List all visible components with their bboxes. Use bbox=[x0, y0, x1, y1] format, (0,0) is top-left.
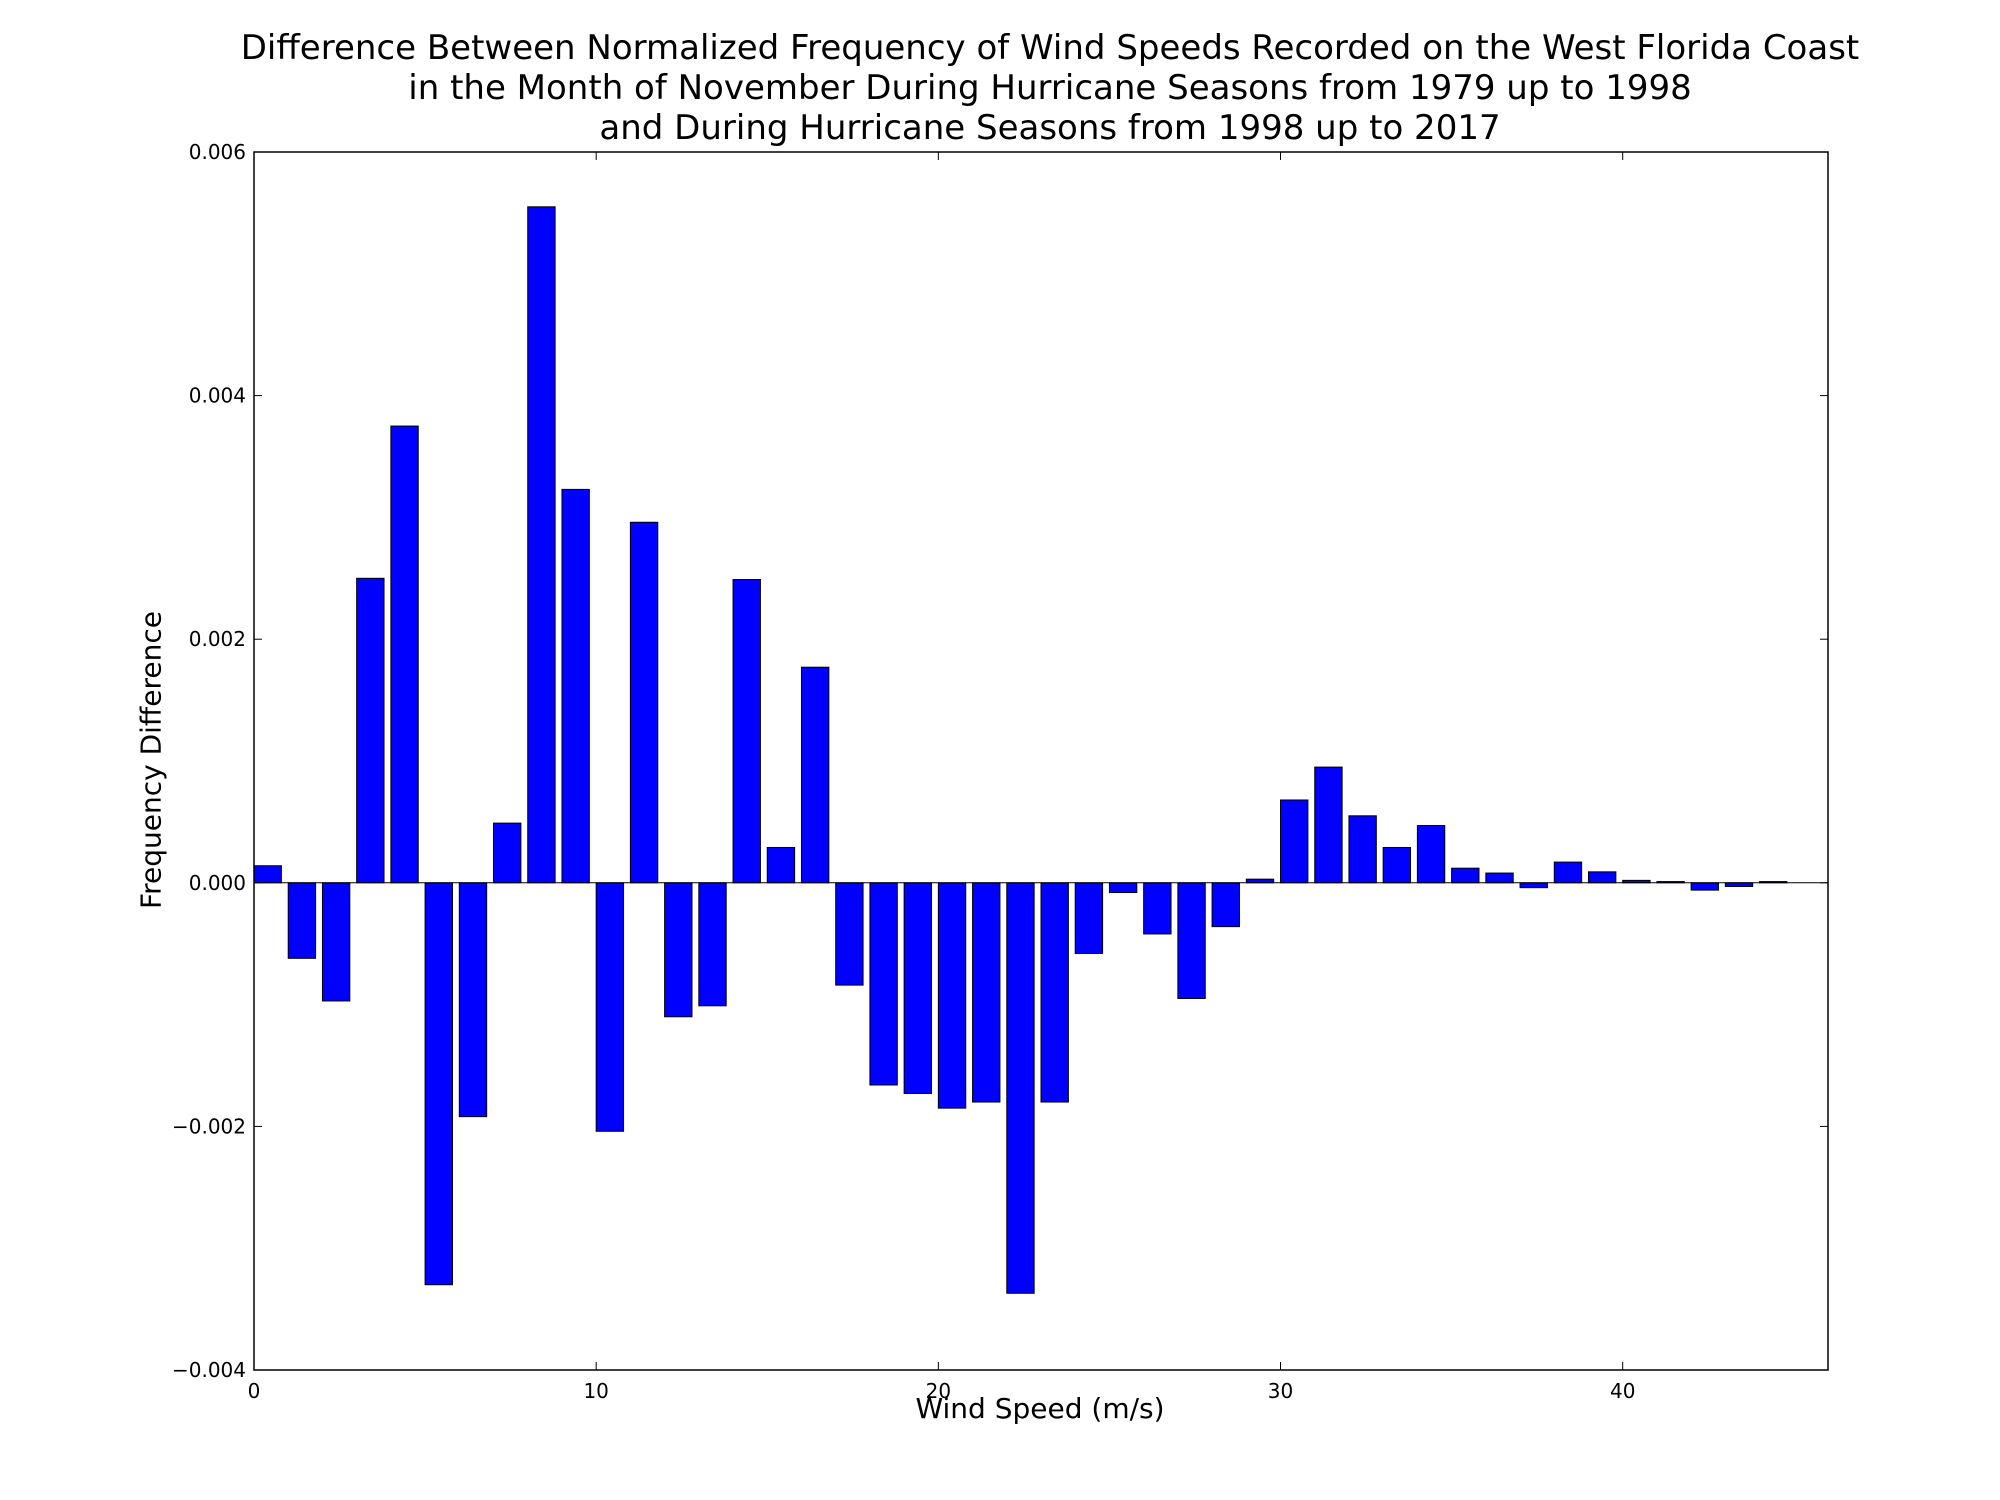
bar bbox=[458, 882, 488, 1118]
y-tick-label: 0.002 bbox=[189, 627, 246, 651]
bar bbox=[972, 882, 1001, 1103]
bar bbox=[390, 425, 419, 884]
bar bbox=[561, 488, 590, 884]
y-tick-label: −0.004 bbox=[172, 1358, 246, 1382]
bar bbox=[835, 882, 864, 986]
bar bbox=[766, 846, 796, 884]
bar bbox=[1382, 846, 1412, 884]
bar bbox=[869, 882, 898, 1086]
bar bbox=[937, 882, 967, 1109]
x-tick-label: 0 bbox=[248, 1379, 261, 1403]
bar bbox=[1348, 815, 1377, 884]
chart-title-line-1: Difference Between Normalized Frequency … bbox=[240, 28, 1860, 68]
x-tick-label: 40 bbox=[1610, 1379, 1635, 1403]
bar bbox=[903, 882, 933, 1095]
bar bbox=[1143, 882, 1172, 935]
bar bbox=[1587, 871, 1617, 884]
bar bbox=[1040, 882, 1069, 1103]
chart-title-line-2: in the Month of November During Hurrican… bbox=[408, 68, 1692, 108]
bar bbox=[1553, 861, 1583, 884]
bar-series bbox=[253, 206, 1788, 1294]
bar bbox=[253, 865, 282, 884]
y-tick-label: 0.006 bbox=[189, 140, 246, 164]
bar bbox=[629, 521, 659, 884]
bar bbox=[356, 577, 385, 884]
bar bbox=[424, 882, 453, 1286]
bar bbox=[1690, 882, 1720, 891]
bar bbox=[1006, 882, 1035, 1294]
bar bbox=[1314, 766, 1343, 884]
y-axis-label: Frequency Difference bbox=[134, 611, 168, 909]
bar bbox=[698, 882, 727, 1007]
bar bbox=[287, 882, 317, 959]
bar bbox=[1451, 867, 1480, 884]
bar bbox=[1074, 882, 1104, 954]
bar bbox=[1108, 882, 1138, 894]
bar bbox=[1724, 882, 1754, 887]
chart-title-line-3: and During Hurricane Seasons from 1998 u… bbox=[599, 108, 1501, 148]
bar bbox=[1245, 878, 1275, 884]
y-tick-label: 0.000 bbox=[189, 871, 246, 895]
x-tick-label: 10 bbox=[583, 1379, 608, 1403]
bar bbox=[493, 822, 522, 884]
chart-title: Difference Between Normalized Frequency … bbox=[200, 28, 1900, 148]
bar bbox=[595, 882, 625, 1132]
bar bbox=[1211, 882, 1240, 928]
bar bbox=[1416, 825, 1446, 884]
plot-area-frame bbox=[253, 151, 1829, 1371]
bar bbox=[1485, 872, 1514, 884]
bar bbox=[664, 882, 693, 1018]
x-tick-label: 20 bbox=[926, 1379, 951, 1403]
bar bbox=[1177, 882, 1206, 1000]
axis-ticks: 0 10 20 30 40 −0.004 −0.002 0.000 0.002 0.004 0.00… bbox=[172, 140, 1828, 1403]
y-tick-label: 0.004 bbox=[189, 384, 246, 408]
bar bbox=[1280, 799, 1309, 884]
bar bbox=[1519, 882, 1548, 889]
bar bbox=[321, 882, 351, 1002]
y-tick-label: −0.002 bbox=[172, 1114, 246, 1138]
bar bbox=[527, 206, 556, 884]
x-axis-label: Wind Speed (m/s) bbox=[915, 1392, 1165, 1425]
bar bbox=[732, 579, 761, 884]
x-tick-label: 30 bbox=[1268, 1379, 1293, 1403]
bar bbox=[800, 666, 830, 884]
